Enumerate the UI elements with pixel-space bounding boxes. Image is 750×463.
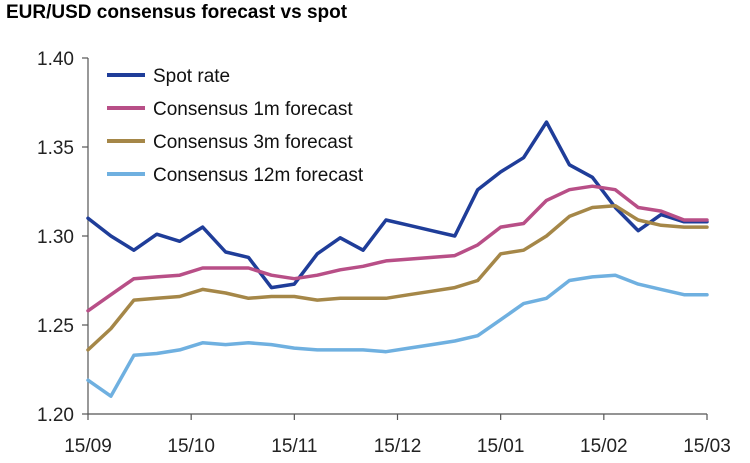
- legend-label: Spot rate: [153, 66, 230, 87]
- x-tick-label: 15/12: [374, 436, 422, 457]
- y-tick-label: 1.35: [37, 138, 74, 159]
- series-line-consensus-1m-forecast: [86, 184, 709, 313]
- y-tick-label: 1.25: [37, 316, 74, 337]
- x-tick-label: 15/09: [64, 436, 112, 457]
- x-tick-label: 15/01: [477, 436, 525, 457]
- legend-label: Consensus 1m forecast: [153, 99, 353, 120]
- y-tick-label: 1.20: [37, 405, 74, 426]
- chart-title: EUR/USD consensus forecast vs spot: [6, 2, 348, 23]
- y-tick-label: 1.30: [37, 227, 74, 248]
- x-tick-label: 15/11: [271, 436, 317, 457]
- x-tick-label: 15/10: [167, 436, 215, 457]
- series-line-consensus-12m-forecast: [86, 273, 709, 398]
- x-tick-label: 15/03: [683, 436, 731, 457]
- x-tick-label: 15/02: [580, 436, 628, 457]
- legend-label: Consensus 3m forecast: [153, 132, 353, 153]
- series-line-spot-rate: [86, 120, 709, 290]
- legend-label: Consensus 12m forecast: [153, 165, 364, 186]
- series-line-consensus-3m-forecast: [86, 203, 709, 352]
- y-tick-label: 1.40: [37, 49, 74, 70]
